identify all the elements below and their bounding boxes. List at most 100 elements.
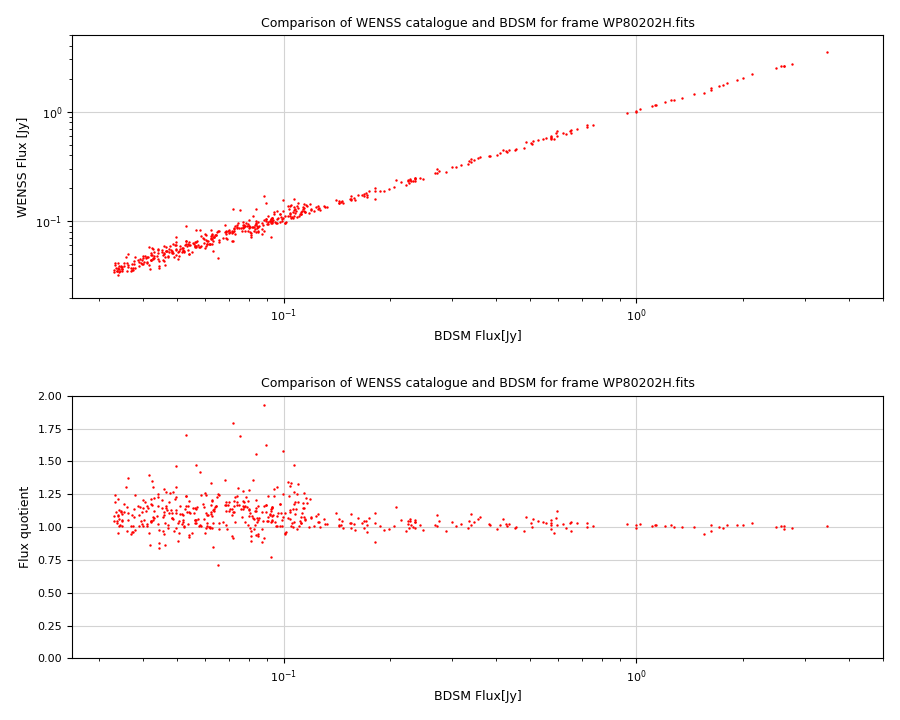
Point [111,269,125,280]
Point [168,231,183,243]
Point [205,541,220,552]
Point [203,230,218,242]
Point [403,515,418,526]
Point [296,203,310,215]
Point [687,522,701,534]
Point [408,517,422,528]
Point [628,519,643,531]
Point [336,523,350,534]
Point [360,191,374,202]
Point [347,194,362,206]
Point [356,189,371,200]
Point [716,523,730,534]
Point [143,539,157,551]
Point [115,264,130,275]
Point [303,198,318,210]
Point [199,240,213,251]
Point [107,259,122,271]
Point [373,185,387,197]
Point [820,46,834,58]
Point [428,168,443,179]
Point [278,507,293,518]
Point [181,500,195,512]
Point [293,517,308,528]
Point [124,521,139,532]
Point [156,249,170,261]
Point [197,242,211,253]
Point [247,523,261,534]
Point [140,257,155,269]
Point [389,174,403,186]
Point [157,528,171,539]
Point [303,513,318,524]
Point [205,504,220,516]
Point [284,212,299,223]
Point [209,230,223,241]
Point [224,228,238,239]
Point [150,500,165,511]
Point [667,522,681,534]
Point [164,244,178,256]
Point [125,526,140,538]
Point [218,499,232,510]
Point [376,524,391,536]
Point [293,512,308,523]
Point [229,517,243,528]
Point [196,238,211,249]
Point [293,207,308,218]
Point [144,516,158,527]
Point [248,502,263,513]
Point [127,503,141,515]
Point [448,520,463,531]
Point [160,522,175,534]
Point [145,249,159,261]
Point [408,516,422,527]
Point [203,477,218,488]
Point [179,238,194,250]
Point [251,226,266,238]
Point [273,209,287,220]
Point [180,240,194,252]
Point [519,510,534,522]
Point [202,238,217,250]
Point [559,128,573,140]
Point [121,472,135,484]
Point [219,500,233,511]
Point [161,251,176,262]
Point [290,200,304,212]
Point [284,212,299,224]
Point [171,247,185,258]
Point [237,496,251,508]
Point [260,218,274,230]
Point [266,206,281,217]
Point [211,252,225,264]
Point [178,220,193,232]
Point [168,507,183,518]
Point [268,217,283,229]
Point [274,215,289,227]
Point [649,99,663,111]
Point [299,492,313,504]
Point [344,522,358,534]
Point [218,219,232,230]
Point [182,248,196,259]
Point [408,173,422,184]
Point [343,194,357,205]
Point [774,521,788,532]
Point [570,518,584,529]
Point [548,512,562,523]
Point [176,246,190,257]
Point [297,206,311,217]
Point [258,214,273,225]
Point [289,503,303,514]
Point [221,227,236,238]
Point [687,88,701,99]
Point [408,173,422,184]
Point [265,501,279,513]
Point [202,522,217,534]
Point [496,145,510,156]
Point [297,511,311,523]
Point [128,489,142,500]
Point [144,515,158,526]
Point [310,508,325,520]
